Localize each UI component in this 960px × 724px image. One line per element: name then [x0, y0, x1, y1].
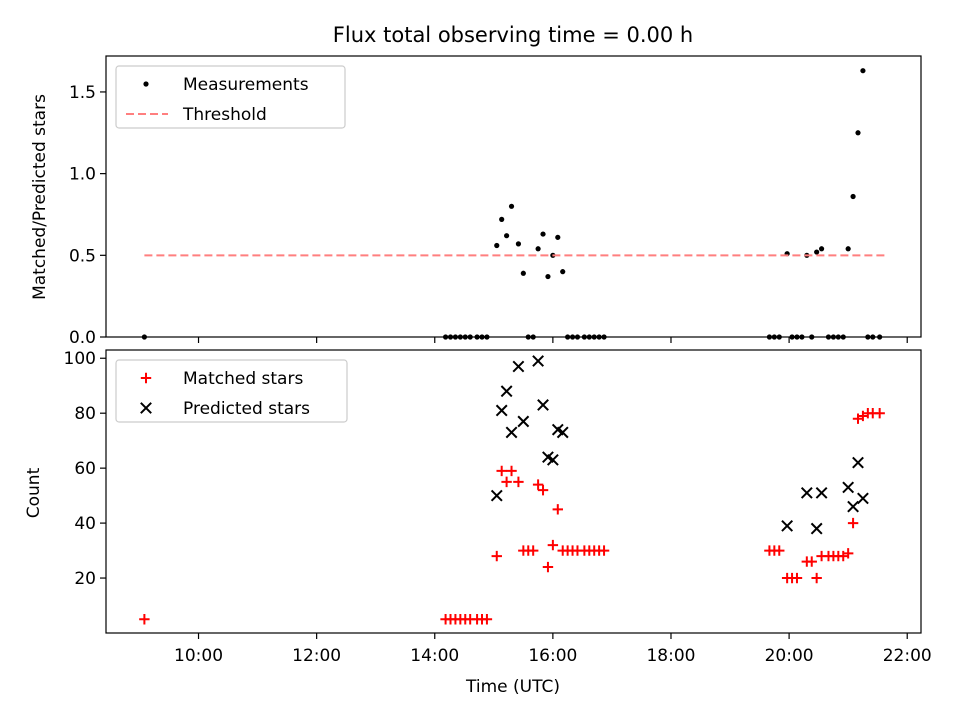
data-point: [857, 492, 869, 505]
bottom-ylabel: Count: [24, 467, 44, 518]
y-tick-label: 0.0: [69, 328, 96, 348]
legend-box: [115, 359, 348, 423]
y-tick-label: 40: [74, 514, 96, 534]
data-point: [560, 269, 566, 275]
axes-frame: [105, 349, 922, 634]
data-point: [542, 561, 554, 573]
data-point: [513, 476, 524, 488]
data-point: [847, 517, 859, 529]
data-point: [556, 426, 569, 439]
data-point: [505, 426, 518, 439]
legend-label: Threshold: [182, 105, 267, 125]
data-point: [139, 614, 150, 625]
data-point: [552, 504, 563, 515]
data-point: [495, 404, 508, 417]
data-point: [818, 246, 825, 252]
data-point: [842, 548, 854, 559]
x-tick-label: 18:00: [646, 646, 695, 666]
data-point: [874, 407, 885, 419]
data-point: [496, 465, 507, 477]
data-point: [532, 479, 544, 490]
legend-swatch: [140, 402, 152, 414]
y-tick-label: 60: [74, 459, 96, 479]
series-measurements: [141, 68, 883, 340]
y-tick-label: 100: [64, 349, 96, 369]
x-tick-label: 16:00: [528, 646, 577, 666]
data-point: [842, 481, 855, 494]
series-matched-stars: [139, 407, 885, 625]
data-point: [855, 130, 861, 136]
data-point: [481, 614, 493, 625]
data-point: [845, 246, 851, 252]
legend-swatch: [140, 372, 152, 384]
data-point: [850, 193, 856, 200]
x-tick-label: 10:00: [174, 646, 223, 666]
top-chart-title: Flux total observing time = 0.00 h: [333, 23, 693, 47]
legend-label: Matched stars: [183, 369, 303, 389]
data-point: [847, 500, 859, 513]
data-point: [520, 270, 526, 276]
legend-box: [115, 65, 346, 129]
data-point: [535, 246, 541, 252]
legend-swatch: [143, 81, 149, 87]
y-tick-label: 1.5: [69, 83, 96, 103]
data-point: [781, 519, 794, 532]
data-point: [791, 572, 803, 584]
data-point: [508, 203, 515, 209]
bottom-plot: 20 40 60 80 100 10:00 12:00 14:00 16:00 18:00 20:0…: [64, 349, 932, 666]
data-point: [512, 360, 525, 373]
x-tick-label: 20:00: [765, 646, 814, 666]
data-point: [800, 486, 813, 499]
data-point: [490, 489, 503, 502]
top-ylabel: Matched/Predicted stars: [30, 94, 50, 300]
data-point: [527, 545, 539, 556]
data-point: [547, 539, 559, 551]
data-point: [499, 216, 505, 222]
data-point: [852, 456, 864, 469]
legend: Matched stars Predicted stars: [115, 359, 348, 423]
data-point: [811, 572, 822, 584]
legend-label: Measurements: [183, 75, 309, 95]
bottom-xlabel: Time (UTC): [465, 677, 560, 697]
data-point: [814, 249, 820, 255]
data-point: [517, 415, 530, 428]
data-point: [501, 476, 512, 488]
data-point: [806, 556, 817, 567]
data-point: [491, 550, 502, 562]
data-point: [537, 399, 549, 411]
data-point: [598, 545, 610, 556]
x-tick-label: 12:00: [292, 646, 341, 666]
y-tick-label: 80: [74, 404, 96, 424]
data-point: [555, 234, 561, 240]
data-point: [545, 273, 551, 280]
data-point: [515, 241, 522, 247]
y-tick-label: 1.0: [69, 165, 96, 185]
data-point: [540, 231, 546, 237]
y-tick-label: 0.5: [69, 246, 96, 266]
data-point: [774, 545, 785, 556]
x-tick-label: 14:00: [410, 646, 459, 666]
x-tick-label: 22:00: [883, 646, 932, 666]
data-point: [506, 465, 517, 477]
series-predicted-stars: [490, 355, 869, 535]
data-point: [504, 233, 510, 239]
data-point: [494, 242, 500, 249]
data-point: [537, 484, 549, 496]
data-point: [815, 486, 828, 499]
legend-label: Predicted stars: [183, 399, 310, 419]
y-tick-label: 20: [74, 569, 96, 589]
axes-frame: [105, 55, 922, 338]
data-point: [860, 68, 866, 74]
data-point: [810, 522, 823, 535]
data-point: [546, 453, 559, 466]
data-point: [500, 385, 513, 398]
data-point: [532, 355, 545, 367]
legend: Measurements Threshold: [115, 65, 346, 129]
top-plot: 0.0 0.5 1.0 1.5 Measurements Threshold: [69, 55, 922, 348]
